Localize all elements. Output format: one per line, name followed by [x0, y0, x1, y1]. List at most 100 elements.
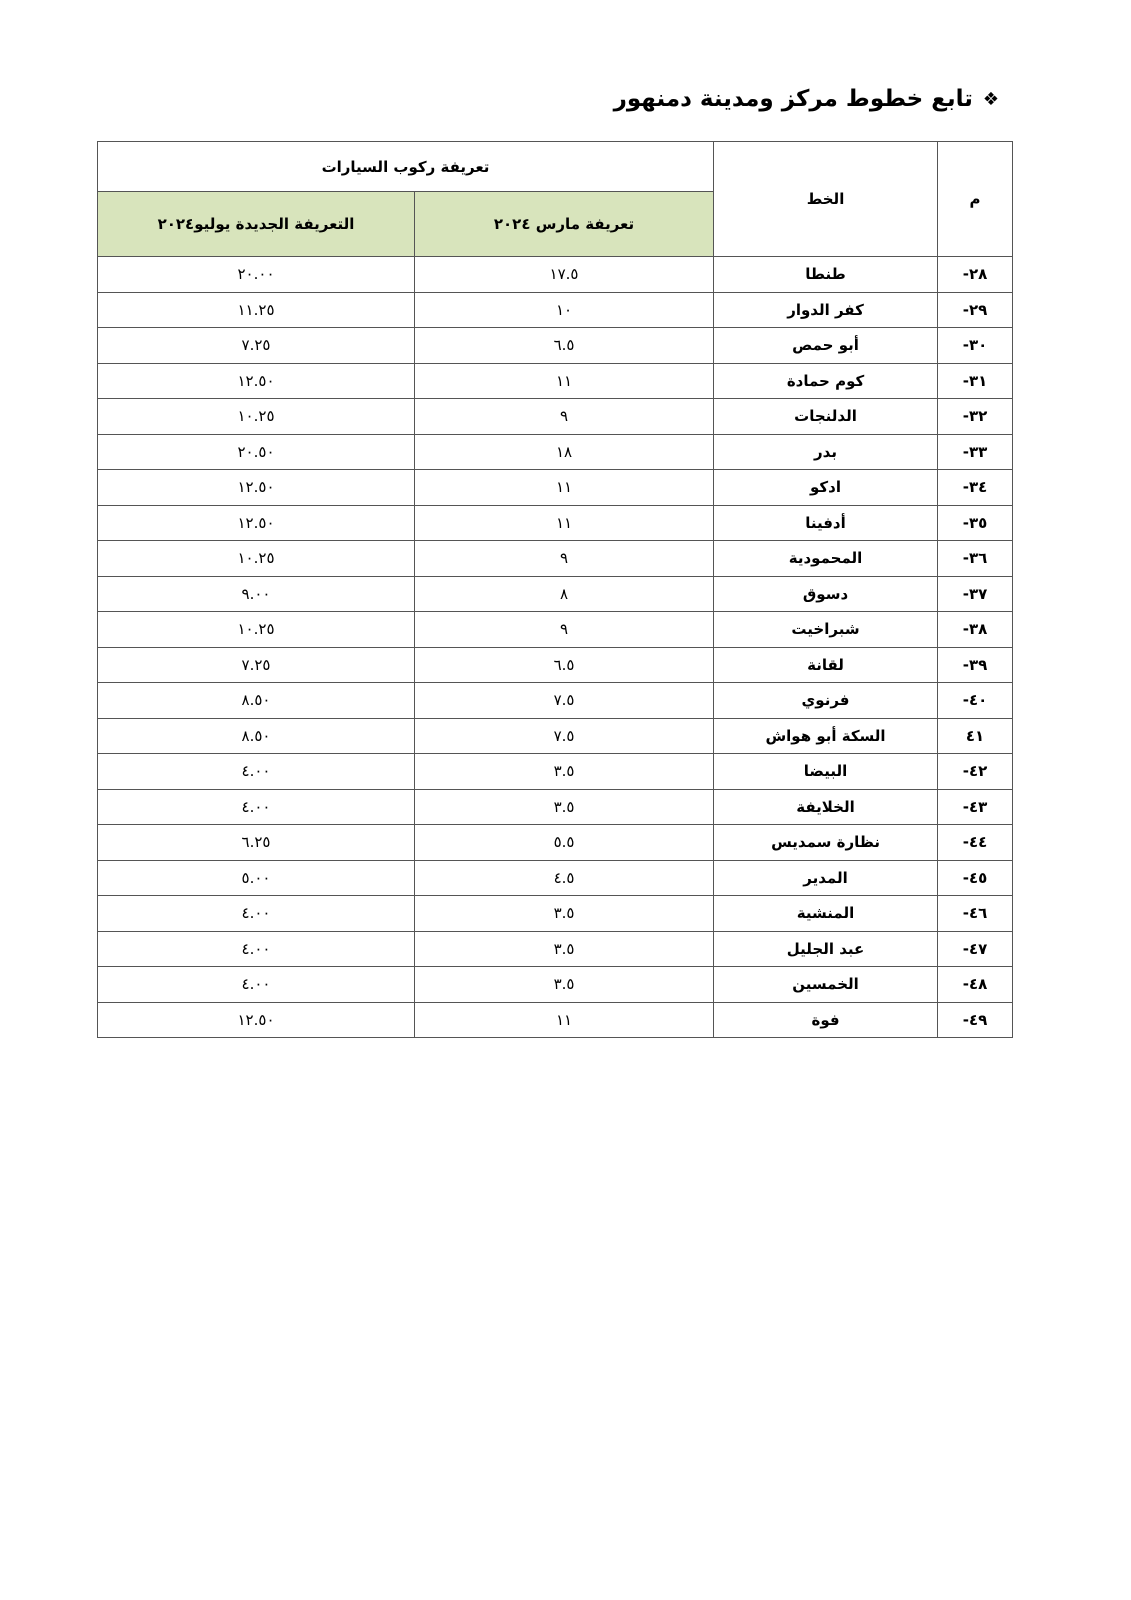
fares-table: م الخط تعريفة ركوب السيارات تعريفة مارس …: [96, 141, 1014, 1038]
march-fare: ٩: [414, 540, 715, 577]
march-fare: ٣.٥: [414, 930, 715, 967]
row-number: -٤٥: [937, 859, 1014, 896]
march-fare: ٣.٥: [414, 966, 715, 1003]
table-row: -٣٥ أدفينا ١١ ١٢.٥٠: [96, 504, 1014, 541]
line-name: كفر الدوار: [713, 291, 939, 328]
july-fare: ١٠.٢٥: [96, 611, 416, 648]
line-name: دسوق: [713, 575, 939, 612]
march-fare: ٣.٥: [414, 753, 715, 790]
title-text: تابع خطوط مركز ومدينة دمنهور: [613, 86, 973, 112]
row-number: -٤٣: [937, 788, 1014, 825]
row-number: -٤٨: [937, 966, 1014, 1003]
table-row: -٢٩ كفر الدوار ١٠ ١١.٢٥: [96, 291, 1014, 328]
march-fare: ٧.٥: [414, 682, 715, 719]
row-number: -٣٣: [937, 433, 1014, 470]
header-march-fare: تعريفة مارس ٢٠٢٤: [414, 191, 715, 257]
march-fare: ١٧.٥: [414, 256, 715, 293]
row-number: -٤٦: [937, 895, 1014, 932]
table-row: -٤٣ الخلايفة ٣.٥ ٤.٠٠: [96, 788, 1014, 825]
line-name: البيضا: [713, 753, 939, 790]
line-name: نظارة سمديس: [713, 824, 939, 861]
line-name: الدلنجات: [713, 398, 939, 435]
march-fare: ٦.٥: [414, 327, 715, 364]
line-name: بدر: [713, 433, 939, 470]
row-number: -٤٤: [937, 824, 1014, 861]
line-name: فرنوي: [713, 682, 939, 719]
july-fare: ٧.٢٥: [96, 327, 416, 364]
table-row: -٤٨ الخمسين ٣.٥ ٤.٠٠: [96, 966, 1014, 1003]
row-number: -٤٢: [937, 753, 1014, 790]
march-fare: ٦.٥: [414, 646, 715, 683]
july-fare: ١٢.٥٠: [96, 504, 416, 541]
row-number: -٣٨: [937, 611, 1014, 648]
header-no: م: [937, 141, 1014, 257]
table-row: -٤٢ البيضا ٣.٥ ٤.٠٠: [96, 753, 1014, 790]
header-fare-group: تعريفة ركوب السيارات: [96, 141, 715, 192]
march-fare: ٤.٥: [414, 859, 715, 896]
row-number: ٤١: [937, 717, 1014, 754]
march-fare: ١١: [414, 1001, 715, 1038]
july-fare: ٦.٢٥: [96, 824, 416, 861]
row-number: -٣٠: [937, 327, 1014, 364]
july-fare: ١١.٢٥: [96, 291, 416, 328]
july-fare: ١٢.٥٠: [96, 362, 416, 399]
line-name: ادكو: [713, 469, 939, 506]
table-row: -٤٤ نظارة سمديس ٥.٥ ٦.٢٥: [96, 824, 1014, 861]
table-row: -٤٥ المدير ٤.٥ ٥.٠٠: [96, 859, 1014, 896]
march-fare: ١١: [414, 362, 715, 399]
row-number: -٣٥: [937, 504, 1014, 541]
row-number: -٢٩: [937, 291, 1014, 328]
table-row: -٣٧ دسوق ٨ ٩.٠٠: [96, 575, 1014, 612]
row-number: -٣٧: [937, 575, 1014, 612]
july-fare: ٤.٠٠: [96, 930, 416, 967]
march-fare: ٧.٥: [414, 717, 715, 754]
row-number: -٣٦: [937, 540, 1014, 577]
march-fare: ١٠: [414, 291, 715, 328]
march-fare: ٣.٥: [414, 788, 715, 825]
line-name: المحمودية: [713, 540, 939, 577]
july-fare: ١٢.٥٠: [96, 1001, 416, 1038]
table-row: -٣٦ المحمودية ٩ ١٠.٢٥: [96, 540, 1014, 577]
page-title: ❖ تابع خطوط مركز ومدينة دمنهور: [614, 86, 999, 112]
line-name: فوة: [713, 1001, 939, 1038]
july-fare: ٤.٠٠: [96, 966, 416, 1003]
header-line: الخط: [713, 141, 939, 257]
march-fare: ٩: [414, 398, 715, 435]
july-fare: ٩.٠٠: [96, 575, 416, 612]
line-name: لقانة: [713, 646, 939, 683]
march-fare: ٣.٥: [414, 895, 715, 932]
july-fare: ٤.٠٠: [96, 895, 416, 932]
row-number: -٣٤: [937, 469, 1014, 506]
line-name: السكة أبو هواش: [713, 717, 939, 754]
table-row: ٤١ السكة أبو هواش ٧.٥ ٨.٥٠: [96, 717, 1014, 754]
line-name: كوم حمادة: [713, 362, 939, 399]
line-name: طنطا: [713, 256, 939, 293]
july-fare: ٢٠.٠٠: [96, 256, 416, 293]
row-number: -٤٧: [937, 930, 1014, 967]
july-fare: ٢٠.٥٠: [96, 433, 416, 470]
table-row: -٤٧ عبد الجليل ٣.٥ ٤.٠٠: [96, 930, 1014, 967]
july-fare: ٨.٥٠: [96, 717, 416, 754]
table-row: -٣٣ بدر ١٨ ٢٠.٥٠: [96, 433, 1014, 470]
table-row: -٤٩ فوة ١١ ١٢.٥٠: [96, 1001, 1014, 1038]
table-row: -٤٠ فرنوي ٧.٥ ٨.٥٠: [96, 682, 1014, 719]
march-fare: ٥.٥: [414, 824, 715, 861]
header-july-fare: التعريفة الجديدة يوليو٢٠٢٤: [96, 191, 416, 257]
row-number: -٤٩: [937, 1001, 1014, 1038]
table-row: -٣٨ شبراخيت ٩ ١٠.٢٥: [96, 611, 1014, 648]
line-name: شبراخيت: [713, 611, 939, 648]
table-row: -٣٠ أبو حمص ٦.٥ ٧.٢٥: [96, 327, 1014, 364]
march-fare: ١١: [414, 469, 715, 506]
july-fare: ١٠.٢٥: [96, 398, 416, 435]
july-fare: ٨.٥٠: [96, 682, 416, 719]
row-number: -٤٠: [937, 682, 1014, 719]
july-fare: ٤.٠٠: [96, 753, 416, 790]
row-number: -٣٢: [937, 398, 1014, 435]
march-fare: ٨: [414, 575, 715, 612]
line-name: أدفينا: [713, 504, 939, 541]
july-fare: ١٠.٢٥: [96, 540, 416, 577]
line-name: عبد الجليل: [713, 930, 939, 967]
march-fare: ٩: [414, 611, 715, 648]
july-fare: ٥.٠٠: [96, 859, 416, 896]
july-fare: ١٢.٥٠: [96, 469, 416, 506]
